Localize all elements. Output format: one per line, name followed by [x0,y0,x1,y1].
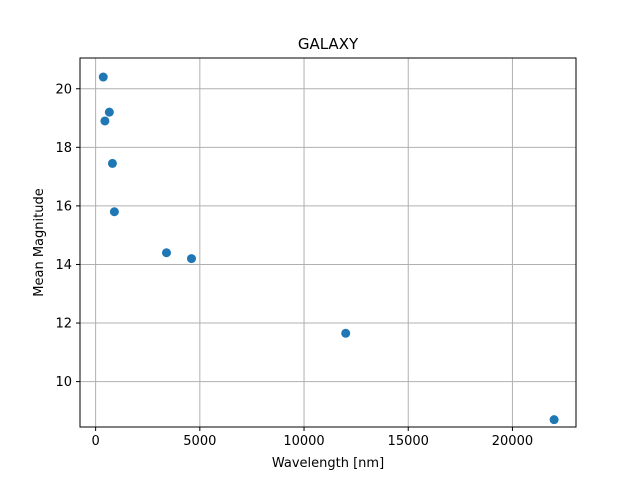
y-tick-label: 20 [55,82,72,97]
y-tick-label: 12 [55,317,72,332]
data-point [186,254,196,264]
data-point [549,415,559,425]
data-point [341,328,351,338]
x-axis-label: Wavelength [nm] [272,456,384,471]
axis-ticks: 0 5000 10000 15000 20000 10 12 14 16 18 20 [55,82,533,449]
x-tick-label: 0 [91,434,99,449]
x-tick-label: 20000 [492,434,533,449]
data-point [104,107,114,117]
y-tick-label: 16 [55,199,72,214]
x-tick-label: 15000 [388,434,429,449]
data-point [109,207,119,217]
x-tick-label: 10000 [283,434,324,449]
plot-frame [79,57,577,428]
y-tick-label: 14 [55,258,72,273]
data-point [98,72,108,82]
data-point [161,248,171,258]
grid-lines [80,58,576,427]
y-tick-label: 10 [55,375,72,390]
y-tick-label: 18 [55,141,72,156]
data-point [107,158,117,168]
plot-area-background [80,58,576,427]
data-points [98,72,559,425]
x-tick-label: 5000 [183,434,216,449]
data-point [100,116,110,126]
y-axis-label: Mean Magnitude [32,188,47,296]
chart-title: GALAXY [298,35,359,53]
